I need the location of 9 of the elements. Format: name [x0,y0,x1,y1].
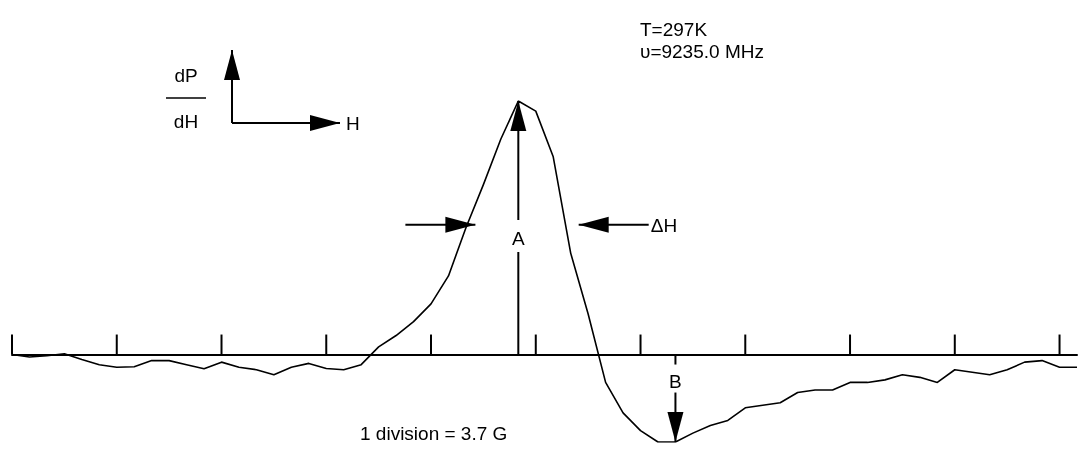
text: υ=9235.0 MHz [640,41,764,62]
annotation: B [669,370,682,392]
annotation: A [511,228,525,249]
text: dP [174,65,198,86]
annotation: H [346,113,360,134]
annotation: dH [173,111,199,132]
text: T=297K [640,19,708,40]
annotation: 1 division = 3.7 G [360,423,508,444]
annotation: ΔH [650,214,678,236]
